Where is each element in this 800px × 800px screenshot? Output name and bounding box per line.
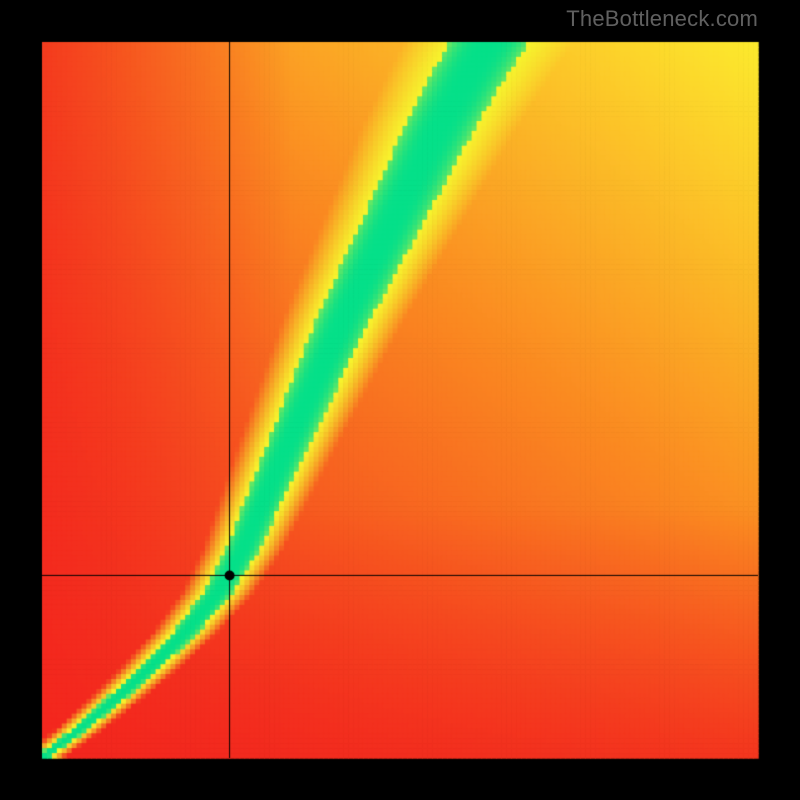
bottleneck-heatmap [0, 0, 800, 800]
watermark-text: TheBottleneck.com [566, 6, 758, 32]
